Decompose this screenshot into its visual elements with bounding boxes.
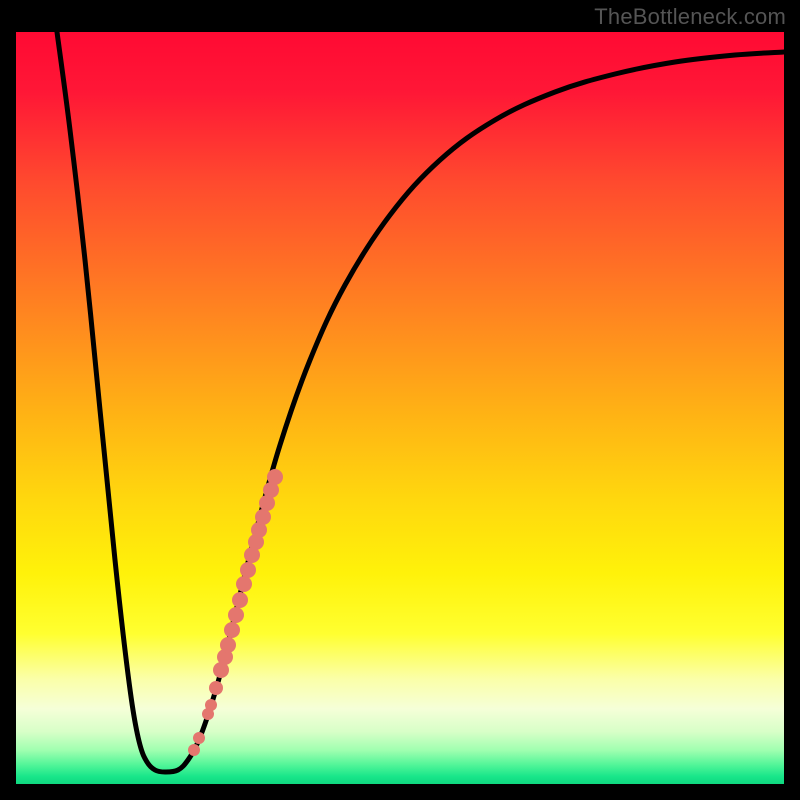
gradient-bg [16,32,784,784]
data-marker [205,699,217,711]
data-marker [255,509,271,525]
data-marker [236,576,252,592]
data-marker [228,607,244,623]
data-marker [232,592,248,608]
data-marker [209,681,223,695]
data-marker [220,637,236,653]
data-marker [188,744,200,756]
data-marker [267,469,283,485]
chart-container: { "watermark": "TheBottleneck.com", "cha… [0,0,800,800]
data-marker [193,732,205,744]
chart-svg [0,0,800,800]
data-marker [240,562,256,578]
watermark-text: TheBottleneck.com [594,4,786,30]
data-marker [224,622,240,638]
